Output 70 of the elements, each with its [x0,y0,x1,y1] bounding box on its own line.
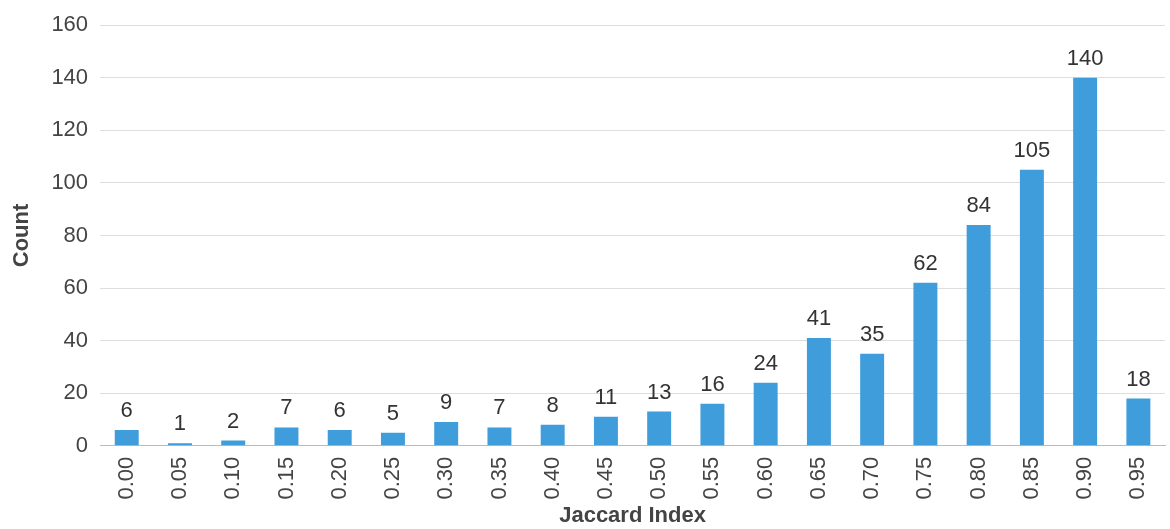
x-tick-label: 0.70 [858,456,884,500]
bar [487,427,512,446]
bar [806,338,831,446]
bar [434,422,459,446]
data-label: 6 [333,397,346,423]
bar [540,424,565,446]
data-label: 7 [280,394,293,420]
x-tick-label: 0.85 [1017,456,1043,500]
bar [1019,169,1044,446]
data-label: 62 [913,249,938,275]
data-label: 84 [966,192,991,218]
x-tick-label: 0.95 [1124,456,1150,500]
bar [114,430,139,446]
data-label: 6 [120,397,133,423]
x-tick-label: 0.80 [964,456,990,500]
data-label: 9 [440,389,453,415]
y-tick-label: 140 [51,63,89,89]
data-label: 24 [753,349,778,375]
data-label: 8 [546,391,559,417]
x-tick-label: 0.45 [591,456,617,500]
y-tick-label: 60 [63,274,89,300]
y-axis-title: Count [8,203,34,268]
data-label: 41 [806,305,832,331]
bar [700,403,725,446]
x-tick-label: 0.05 [166,456,192,500]
bar [966,224,991,446]
bar [274,427,299,446]
x-tick-label: 0.10 [219,456,245,500]
y-tick-label: 160 [51,11,89,37]
x-tick-label: 0.40 [538,456,564,500]
y-tick-label: 80 [63,221,89,247]
x-tick-label: 0.00 [112,456,138,500]
bar [913,282,938,446]
bar [1126,398,1151,446]
data-label: 35 [859,320,885,346]
x-tick-label: 0.55 [698,456,724,500]
y-tick-label: 40 [63,326,89,352]
bar [380,432,405,446]
y-tick-label: 100 [51,168,89,194]
data-label: 13 [646,378,672,404]
data-label: 11 [594,383,618,409]
x-tick-label: 0.15 [272,456,298,500]
bar [860,353,885,446]
x-tick-label: 0.60 [751,456,777,500]
y-tick-label: 20 [63,379,89,405]
y-tick-label: 0 [75,431,89,457]
bar [327,430,352,446]
y-tick-label: 120 [51,116,89,142]
data-label: 140 [1066,44,1104,70]
bar [647,411,672,446]
x-tick-label: 0.90 [1071,456,1097,500]
x-tick-label: 0.75 [911,456,937,500]
data-label: 2 [227,407,240,433]
data-label: 7 [493,394,506,420]
x-tick-label: 0.30 [432,456,458,500]
x-tick-label: 0.50 [645,456,671,500]
bar [1073,77,1098,446]
bar [167,443,192,446]
data-label: 18 [1126,365,1151,391]
bar [593,416,618,446]
bar [753,382,778,446]
x-tick-label: 0.20 [325,456,351,500]
x-tick-label: 0.25 [379,456,405,500]
data-label: 105 [1013,136,1051,162]
data-label: 1 [173,410,187,436]
x-axis-title: Jaccard Index [559,501,707,527]
x-tick-label: 0.35 [485,456,511,500]
data-label: 16 [700,370,725,396]
data-label: 5 [386,399,400,425]
x-tick-label: 0.65 [804,456,830,500]
